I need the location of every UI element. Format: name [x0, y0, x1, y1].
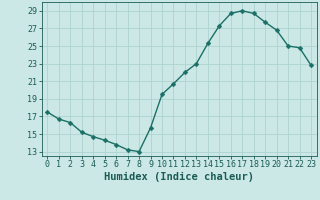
X-axis label: Humidex (Indice chaleur): Humidex (Indice chaleur) [104, 172, 254, 182]
